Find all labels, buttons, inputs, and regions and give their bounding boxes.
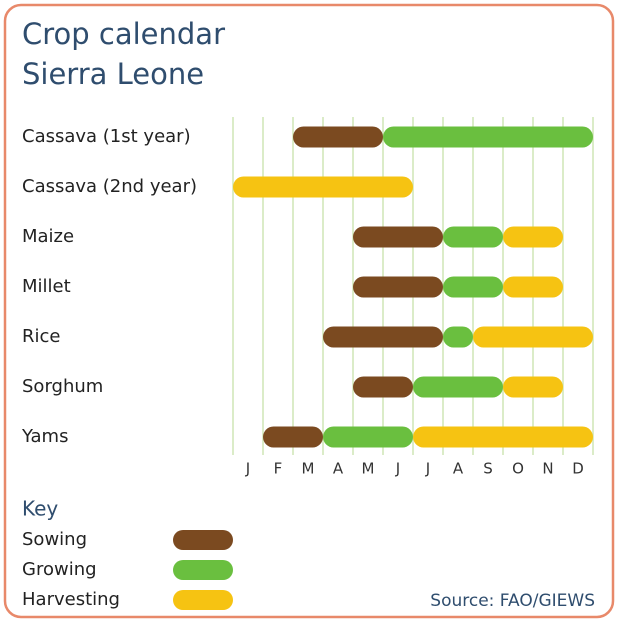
x-tick-label: M (302, 460, 315, 478)
x-tick-label: S (483, 460, 493, 478)
x-tick-label: F (274, 460, 283, 478)
crop-label: Millet (22, 276, 71, 297)
x-tick-label: J (395, 460, 400, 478)
legend-swatch (173, 530, 233, 550)
bar (443, 326, 473, 348)
crop-label: Sorghum (22, 376, 103, 397)
bar (503, 376, 563, 398)
legend-label: Sowing (22, 529, 87, 550)
bar (263, 426, 323, 448)
bar (353, 276, 443, 298)
legend-title: Key (22, 497, 58, 521)
bar (353, 376, 413, 398)
x-tick-label: J (425, 460, 430, 478)
x-tick-label: D (572, 460, 584, 478)
crop-label: Maize (22, 226, 74, 247)
legend-label: Harvesting (22, 589, 120, 610)
bar (413, 426, 593, 448)
bar (323, 426, 413, 448)
legend-swatch (173, 560, 233, 580)
frame (3, 3, 615, 619)
bar (293, 126, 383, 148)
bar (353, 226, 443, 248)
bar (413, 376, 503, 398)
bar (443, 226, 503, 248)
legend-label: Growing (22, 559, 97, 580)
x-tick-label: A (453, 460, 464, 478)
bar (473, 326, 593, 348)
crop-label: Cassava (1st year) (22, 126, 191, 147)
bar (233, 176, 413, 198)
x-tick-label: O (512, 460, 524, 478)
x-tick-label: N (542, 460, 553, 478)
crop-label: Rice (22, 326, 60, 347)
bar (503, 276, 563, 298)
bar (383, 126, 593, 148)
x-tick-label: A (333, 460, 344, 478)
x-tick-label: J (245, 460, 250, 478)
bar (323, 326, 443, 348)
crop-label: Yams (21, 426, 68, 447)
crop-label: Cassava (2nd year) (22, 176, 197, 197)
chart-subtitle: Sierra Leone (22, 57, 204, 91)
source: Source: FAO/GIEWS (430, 591, 595, 611)
chart-title: Crop calendar (22, 17, 225, 51)
bar (443, 276, 503, 298)
bar (503, 226, 563, 248)
legend-swatch (173, 590, 233, 610)
x-tick-label: M (362, 460, 375, 478)
